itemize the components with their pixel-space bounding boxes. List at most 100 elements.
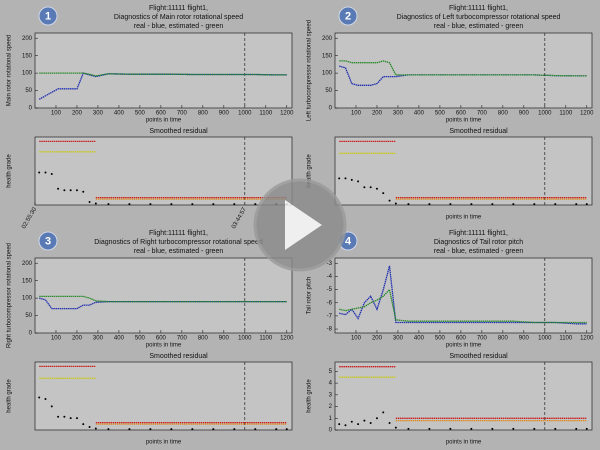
residual-point <box>212 428 215 431</box>
residual-point <box>191 203 194 206</box>
y-axis-label: health grade <box>307 154 313 188</box>
badge <box>38 231 58 251</box>
residual-point <box>338 423 341 426</box>
residual-point <box>57 415 60 418</box>
play-button[interactable] <box>253 178 347 272</box>
x-axis-label: points in time <box>446 343 482 349</box>
y-tick-label: -7 <box>327 313 333 319</box>
chart-title: Diagnostics of Main rotor rotational spe… <box>114 14 243 21</box>
residual-point <box>512 203 515 206</box>
x-tick-label: 200 <box>372 336 383 342</box>
residual-point <box>149 428 152 431</box>
y-axis-label: Right turbocompressor rotational speed <box>7 243 13 348</box>
badge-number: 3 <box>45 235 51 247</box>
y-tick-label: 150 <box>22 53 33 59</box>
residual-point <box>388 199 391 202</box>
chart-title: Flight:11111 flight1, <box>449 5 508 12</box>
x-tick-label: 900 <box>219 111 230 117</box>
x-tick-label: 700 <box>177 111 188 117</box>
x-tick-label: 300 <box>93 111 104 117</box>
residual-point <box>382 192 385 195</box>
x-tick-label: 1200 <box>280 111 294 117</box>
residual-point <box>363 419 366 422</box>
chart-title: Smoothed residual <box>149 353 208 360</box>
x-tick-label: 600 <box>456 336 467 342</box>
residual-point <box>491 203 494 206</box>
x-tick-label: 400 <box>114 336 125 342</box>
x-tick-label: 300 <box>393 336 404 342</box>
residual-point <box>128 203 131 206</box>
residual-point <box>449 203 452 206</box>
residual-point <box>375 187 378 190</box>
residual-point <box>170 203 173 206</box>
residual-point <box>191 428 194 431</box>
y-tick-label: 0 <box>329 106 333 112</box>
y-tick-label: 150 <box>322 53 333 59</box>
residual-point <box>369 421 372 424</box>
residual-point <box>94 202 97 205</box>
y-tick-label: 100 <box>22 296 33 302</box>
residual-point <box>107 428 110 431</box>
residual-point <box>44 171 47 174</box>
residual-point <box>382 411 385 414</box>
series-line <box>39 295 287 303</box>
y-axis-label: health grade <box>7 379 13 413</box>
residual-point <box>388 421 391 424</box>
residual-point <box>128 428 131 431</box>
residual-point <box>75 189 78 192</box>
badge <box>338 6 358 26</box>
residual-point <box>470 203 473 206</box>
residual-point <box>394 202 397 205</box>
x-tick-label: 300 <box>93 336 104 342</box>
y-tick-label: 100 <box>322 71 333 77</box>
play-icon[interactable] <box>285 200 322 250</box>
y-tick-label: -8 <box>327 327 333 333</box>
x-tick-label: 100 <box>51 111 62 117</box>
residual-point <box>88 426 91 429</box>
x-tick-label: 500 <box>435 111 446 117</box>
residual-point <box>170 428 173 431</box>
y-tick-label: 1 <box>329 416 333 422</box>
y-tick-label: 50 <box>325 88 332 94</box>
x-tick-label: 1100 <box>259 336 273 342</box>
residual-point <box>575 427 578 430</box>
series-line <box>339 288 587 324</box>
residual-point <box>75 417 78 420</box>
x-tick-label: 800 <box>198 111 209 117</box>
x-tick-label: 1000 <box>538 336 552 342</box>
chart-title: Flight:11111 flight1, <box>149 230 208 237</box>
x-axis-label: points in time <box>146 343 182 349</box>
residual-point <box>449 427 452 430</box>
x-tick-label: 1100 <box>559 336 573 342</box>
y-tick-label: -3 <box>327 261 333 267</box>
residual-point <box>233 428 236 431</box>
residual-point <box>212 203 215 206</box>
x-tick-label: 800 <box>198 336 209 342</box>
x-tick-label: 700 <box>477 336 488 342</box>
residual-point <box>285 428 288 431</box>
x-tick-label: 1200 <box>580 336 594 342</box>
residual-point <box>69 189 72 192</box>
plot-area <box>334 361 593 431</box>
residual-point <box>375 417 378 420</box>
x-tick-label: 100 <box>351 336 362 342</box>
plot-area <box>34 136 293 206</box>
y-tick-label: 100 <box>22 71 33 77</box>
x-tick-label: 1000 <box>238 336 252 342</box>
y-tick-label: 200 <box>322 36 333 42</box>
residual-point <box>338 177 341 180</box>
y-tick-label: 200 <box>22 261 33 267</box>
residual-point <box>369 186 372 189</box>
residual-point <box>470 427 473 430</box>
residual-point <box>63 415 66 418</box>
chart-title: Flight:11111 flight1, <box>149 5 208 12</box>
x-tick-label: 600 <box>456 111 467 117</box>
chart-title: Smoothed residual <box>449 353 508 360</box>
residual-point <box>149 203 152 206</box>
x-axis-label: points in time <box>446 118 482 124</box>
residual-point <box>533 203 536 206</box>
series-line <box>39 72 287 77</box>
residual-point <box>38 171 41 174</box>
residual-point <box>428 203 431 206</box>
x-tick-label: 700 <box>177 336 188 342</box>
